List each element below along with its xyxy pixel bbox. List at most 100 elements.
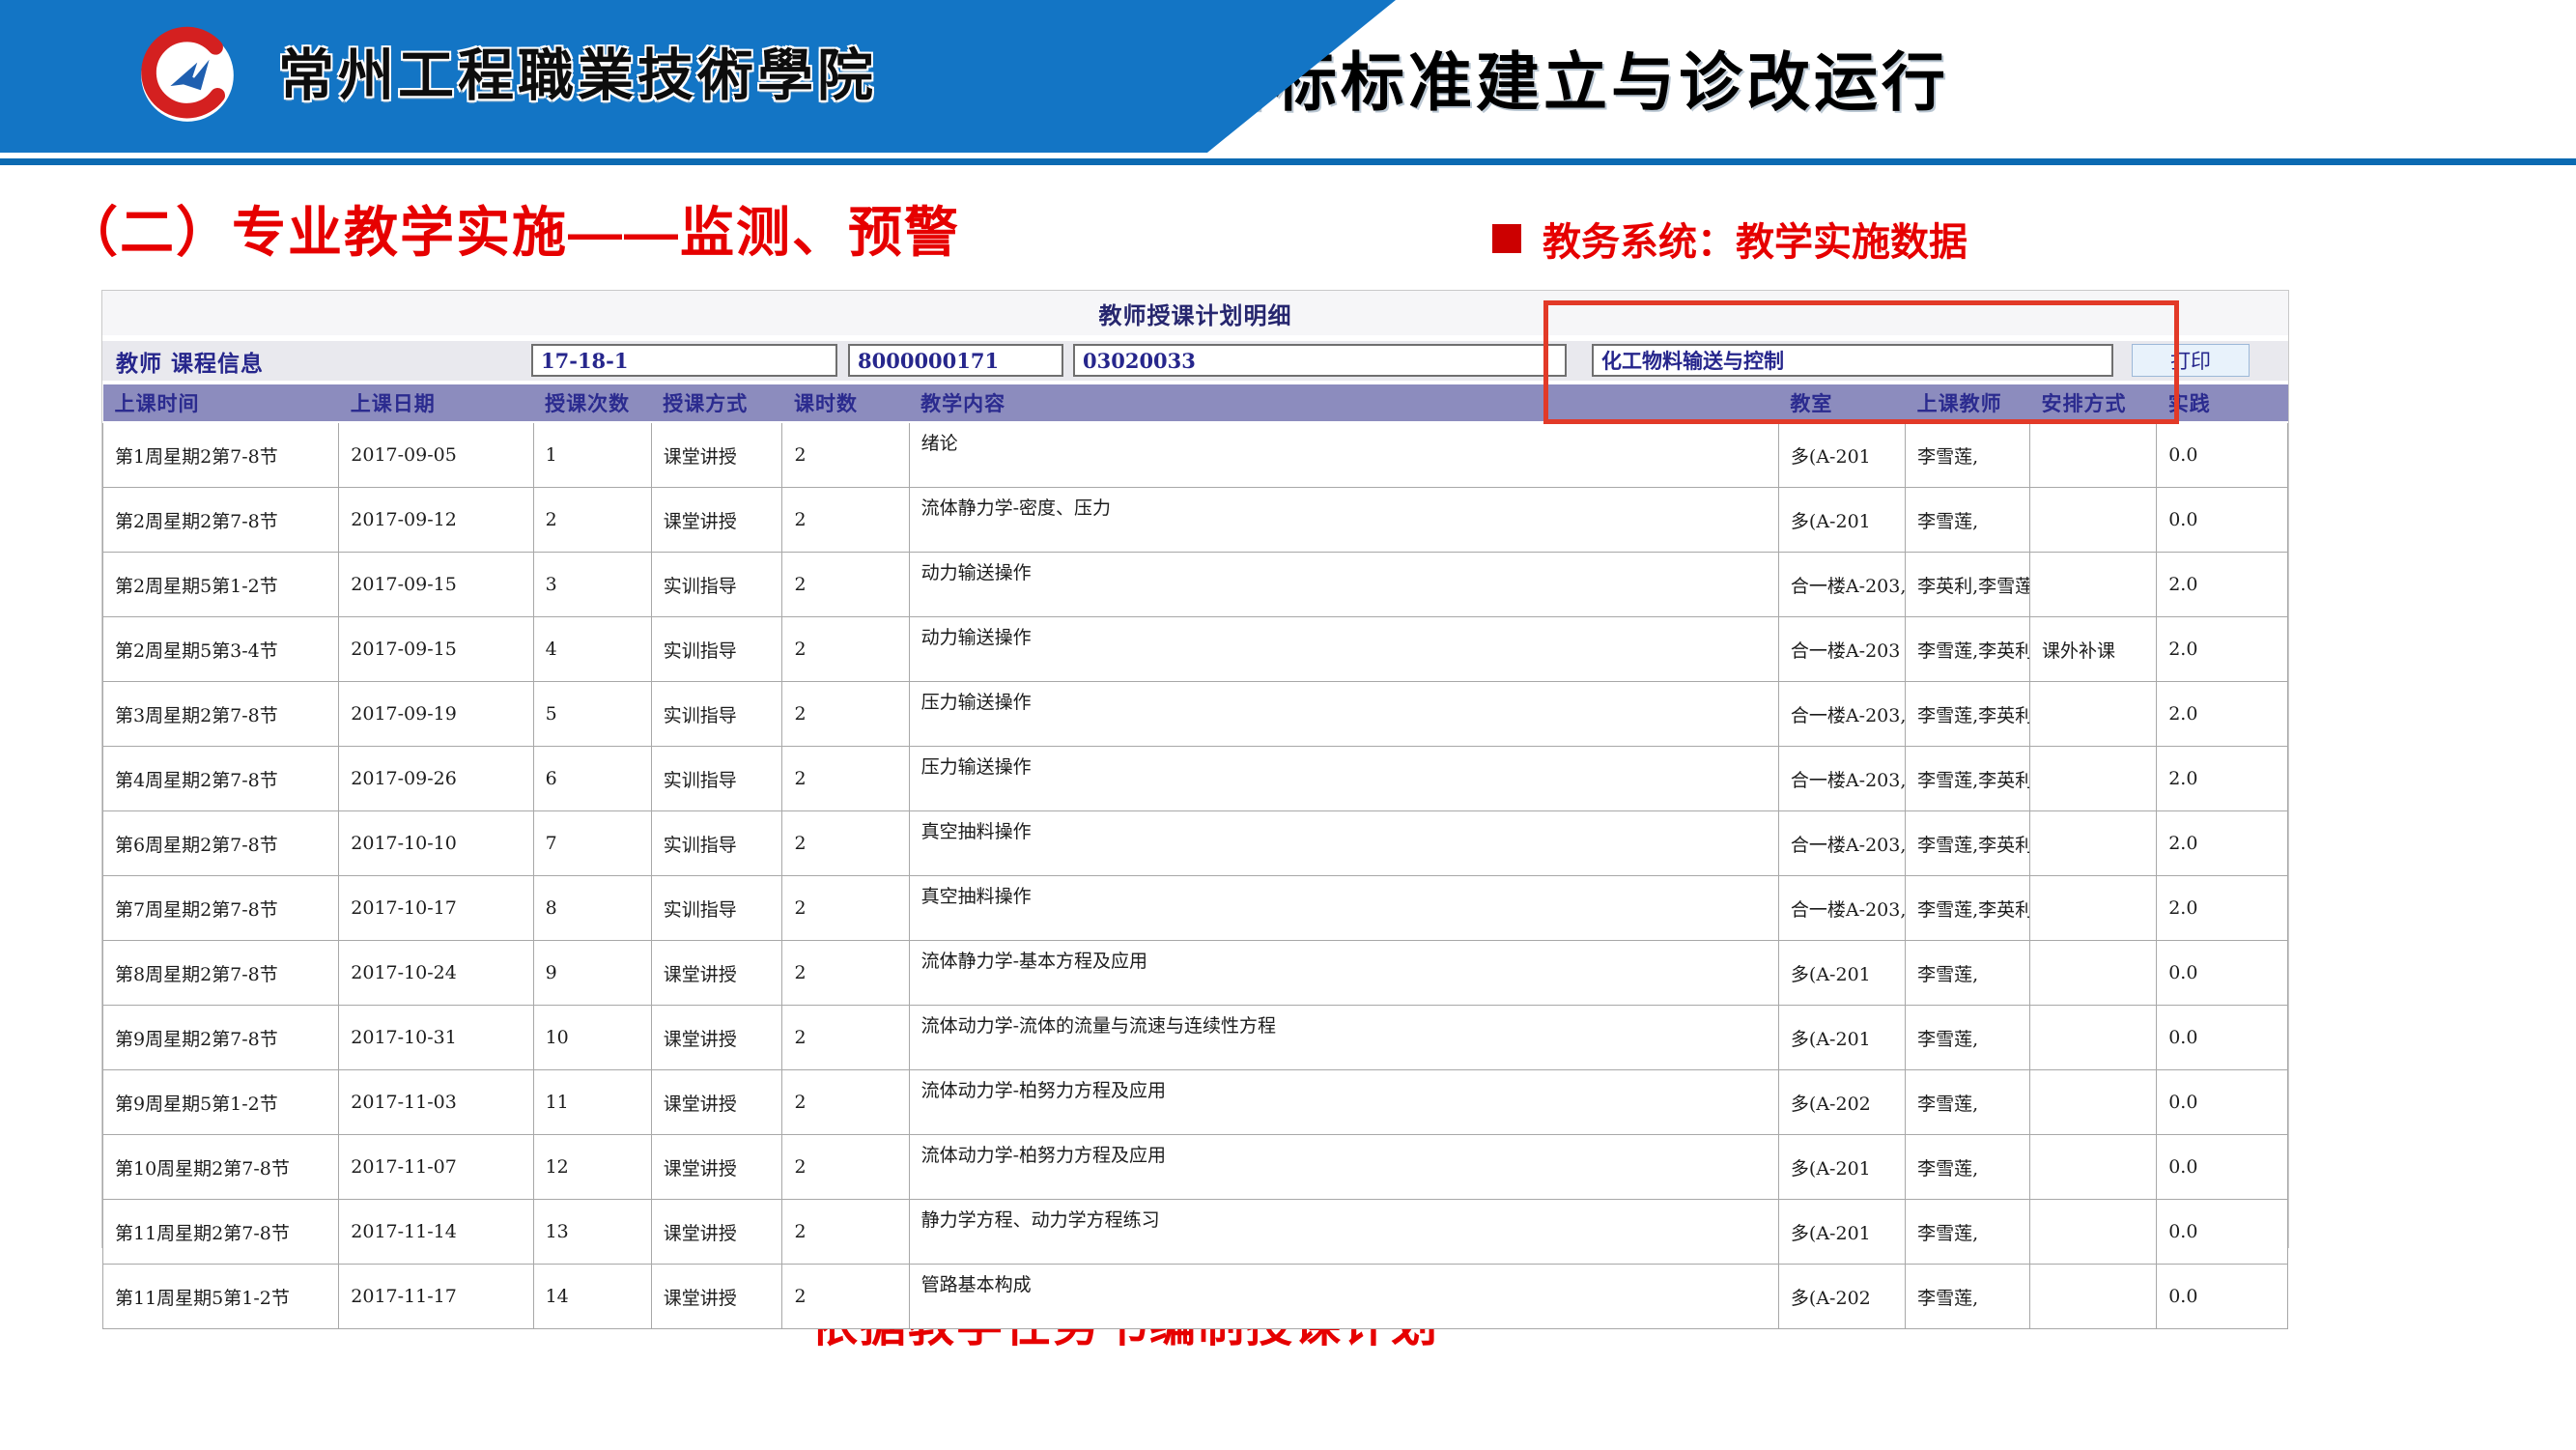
cell-classroom: 多(A-201 (1777, 421, 1907, 488)
table-row: 第9周星期2第7-8节 2017-10-31 10 课堂讲授 2 流体动力学-流体的流量与… (101, 1005, 2288, 1070)
cell-teach-mode: 实训指导 (650, 875, 783, 941)
cell-class-date: 2017-10-10 (338, 810, 534, 876)
cell-practice: 0.0 (2156, 1134, 2288, 1200)
cell-session-no: 14 (532, 1264, 652, 1329)
cell-practice: 2.0 (2156, 681, 2288, 747)
col-header-arrangement: 安排方式 (2029, 384, 2157, 422)
cell-session-no: 10 (532, 1005, 652, 1070)
cell-class-time: 第10周星期2第7-8节 (101, 1134, 340, 1200)
cell-class-time: 第4周星期2第7-8节 (101, 746, 340, 811)
course-code-input[interactable] (1073, 344, 1567, 377)
report-panel: 教师授课计划明细 教师 课程信息 打印 上课时间 上课日期 授课次数 授课方式 (101, 290, 2289, 1329)
table-row: 第2周星期5第3-4节 2017-09-15 4 实训指导 2 动力输送操作 合一楼A-20… (101, 616, 2288, 682)
cell-arrangement (2029, 681, 2158, 747)
cell-teacher: 李雪莲, (1905, 1264, 2031, 1329)
cell-session-no: 7 (532, 810, 652, 876)
cell-session-no: 4 (532, 616, 652, 682)
cell-class-time: 第6周星期2第7-8节 (101, 810, 340, 876)
cell-class-time: 第9周星期5第1-2节 (101, 1069, 340, 1135)
cell-classroom: 多(A-201 (1777, 1199, 1907, 1265)
cell-arrangement (2029, 421, 2158, 488)
table-header-row: 上课时间 上课日期 授课次数 授课方式 课时数 教学内容 教室 上课教师 安排方… (102, 384, 2288, 422)
cell-content: 真空抽料操作 (908, 810, 1779, 876)
cell-hours: 2 (781, 1005, 910, 1070)
cell-content: 动力输送操作 (908, 616, 1779, 682)
filter-row: 教师 课程信息 打印 (102, 341, 2288, 381)
print-button[interactable]: 打印 (2132, 344, 2250, 377)
cell-classroom: 多(A-201 (1777, 1005, 1907, 1070)
school-name: 常州工程職業技術學院 (278, 43, 878, 108)
cell-class-date: 2017-09-26 (338, 746, 534, 811)
cell-arrangement (2029, 810, 2158, 876)
cell-arrangement (2029, 940, 2158, 1006)
cell-practice: 0.0 (2156, 421, 2288, 488)
cell-class-date: 2017-09-15 (338, 616, 534, 682)
course-name-input[interactable] (1592, 344, 2113, 377)
cell-session-no: 5 (532, 681, 652, 747)
cell-teacher: 李雪莲,李英利, (1905, 616, 2031, 682)
cell-teacher: 李英利,李雪莲, (1905, 552, 2031, 617)
cell-arrangement (2029, 1264, 2158, 1329)
cell-practice: 2.0 (2156, 810, 2288, 876)
term-input[interactable] (531, 344, 837, 377)
cell-class-time: 第2周星期2第7-8节 (101, 487, 340, 553)
cell-practice: 0.0 (2156, 940, 2288, 1006)
cell-session-no: 12 (532, 1134, 652, 1200)
school-logo-icon (141, 26, 234, 122)
cell-teach-mode: 实训指导 (650, 552, 783, 617)
cell-teacher: 李雪莲,李英利, (1905, 681, 2031, 747)
cell-teach-mode: 实训指导 (650, 810, 783, 876)
cell-teach-mode: 课堂讲授 (650, 1199, 783, 1265)
cell-arrangement (2029, 875, 2158, 941)
cell-hours: 2 (781, 875, 910, 941)
cell-hours: 2 (781, 421, 910, 488)
cell-session-no: 2 (532, 487, 652, 553)
table-row: 第11周星期2第7-8节 2017-11-14 13 课堂讲授 2 静力学方程、动力学方程… (101, 1199, 2288, 1265)
col-header-content: 教学内容 (909, 384, 1779, 422)
cell-teacher: 李雪莲, (1905, 940, 2031, 1006)
cell-hours: 2 (781, 681, 910, 747)
cell-teach-mode: 课堂讲授 (650, 1069, 783, 1135)
cell-classroom: 多(A-202 (1777, 1264, 1907, 1329)
cell-arrangement (2029, 1005, 2158, 1070)
col-header-class-date: 上课日期 (338, 384, 534, 422)
cell-teacher: 李雪莲, (1905, 1069, 2031, 1135)
cell-class-time: 第2周星期5第3-4节 (101, 616, 340, 682)
col-header-session-no: 授课次数 (533, 384, 652, 422)
cell-arrangement (2029, 746, 2158, 811)
teacher-id-input[interactable] (848, 344, 1063, 377)
cell-classroom: 多(A-201 (1777, 487, 1907, 553)
cell-session-no: 1 (532, 421, 652, 488)
lesson-plan-table: 上课时间 上课日期 授课次数 授课方式 课时数 教学内容 教室 上课教师 安排方… (101, 384, 2288, 1329)
cell-teacher: 李雪莲, (1905, 421, 2031, 488)
report-title: 教师授课计划明细 (1098, 300, 1292, 329)
cell-arrangement (2029, 1069, 2158, 1135)
cell-teacher: 李雪莲,李英利, (1905, 875, 2031, 941)
cell-content: 绪论 (908, 421, 1779, 488)
cell-class-time: 第8周星期2第7-8节 (101, 940, 340, 1006)
header-divider-line (0, 158, 2576, 165)
table-row: 第2周星期2第7-8节 2017-09-12 2 课堂讲授 2 流体静力学-密度、压力 多(… (101, 487, 2288, 553)
cell-class-date: 2017-11-03 (338, 1069, 534, 1135)
col-header-class-time: 上课时间 (102, 384, 339, 422)
cell-hours: 2 (781, 1134, 910, 1200)
cell-classroom: 合一楼A-203, (1777, 746, 1907, 811)
cell-class-date: 2017-10-17 (338, 875, 534, 941)
cell-teacher: 李雪莲,李英利, (1905, 746, 2031, 811)
cell-session-no: 6 (532, 746, 652, 811)
cell-practice: 0.0 (2156, 1199, 2288, 1265)
table-row: 第8周星期2第7-8节 2017-10-24 9 课堂讲授 2 流体静力学-基本方程及应用… (101, 940, 2288, 1006)
cell-content: 流体动力学-柏努力方程及应用 (908, 1134, 1779, 1200)
table-row: 第2周星期5第1-2节 2017-09-15 3 实训指导 2 动力输送操作 合一楼A-20… (101, 552, 2288, 617)
side-note-text: 教务系统：教学实施数据 (1543, 221, 1967, 264)
cell-practice: 2.0 (2156, 552, 2288, 617)
cell-classroom: 合一楼A-203, (1777, 875, 1907, 941)
cell-teach-mode: 课堂讲授 (650, 1134, 783, 1200)
cell-teach-mode: 实训指导 (650, 746, 783, 811)
cell-class-date: 2017-10-24 (338, 940, 534, 1006)
cell-arrangement: 课外补课 (2029, 616, 2158, 682)
table-row: 第3周星期2第7-8节 2017-09-19 5 实训指导 2 压力输送操作 合一楼A-20… (101, 681, 2288, 747)
cell-class-date: 2017-10-31 (338, 1005, 534, 1070)
cell-teacher: 李雪莲, (1905, 487, 2031, 553)
